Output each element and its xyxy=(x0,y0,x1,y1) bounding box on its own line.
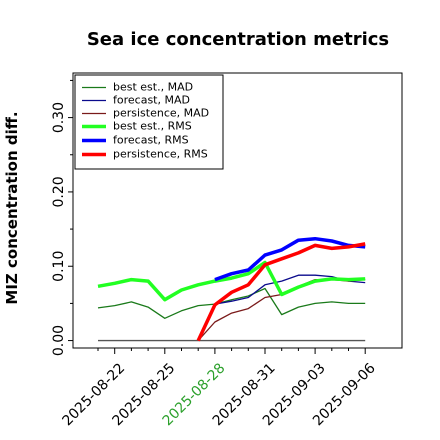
x-axis-ticks: 2025-08-222025-08-252025-08-282025-08-31… xyxy=(59,348,379,429)
y-tick-label: 0.10 xyxy=(51,251,67,282)
legend-label-3: best est., RMS xyxy=(113,120,192,133)
legend-label-2: persistence, MAD xyxy=(113,107,209,120)
chart-title: Sea ice concentration metrics xyxy=(87,29,389,50)
plot-frame xyxy=(72,72,403,349)
legend-label-0: best est., MAD xyxy=(113,81,193,94)
series-line-5 xyxy=(196,242,366,342)
legend-label-4: forecast, RMS xyxy=(113,134,189,147)
series-line-3 xyxy=(97,260,366,302)
y-tick-label: 0.00 xyxy=(51,325,67,356)
series-line-4 xyxy=(214,236,366,282)
y-axis-ticks: 0.00 0.10 0.20 0.30 xyxy=(51,79,73,356)
legend-label-1: forecast, MAD xyxy=(113,94,190,107)
y-tick-label: 0.20 xyxy=(51,176,67,207)
y-tick-label: 0.30 xyxy=(51,102,67,133)
series-layer xyxy=(97,236,366,342)
series-line-0 xyxy=(97,287,366,319)
series-line-2 xyxy=(197,278,366,342)
y-axis-label: MIZ concentration diff. xyxy=(3,111,21,304)
legend-label-5: persistence, RMS xyxy=(113,148,208,161)
